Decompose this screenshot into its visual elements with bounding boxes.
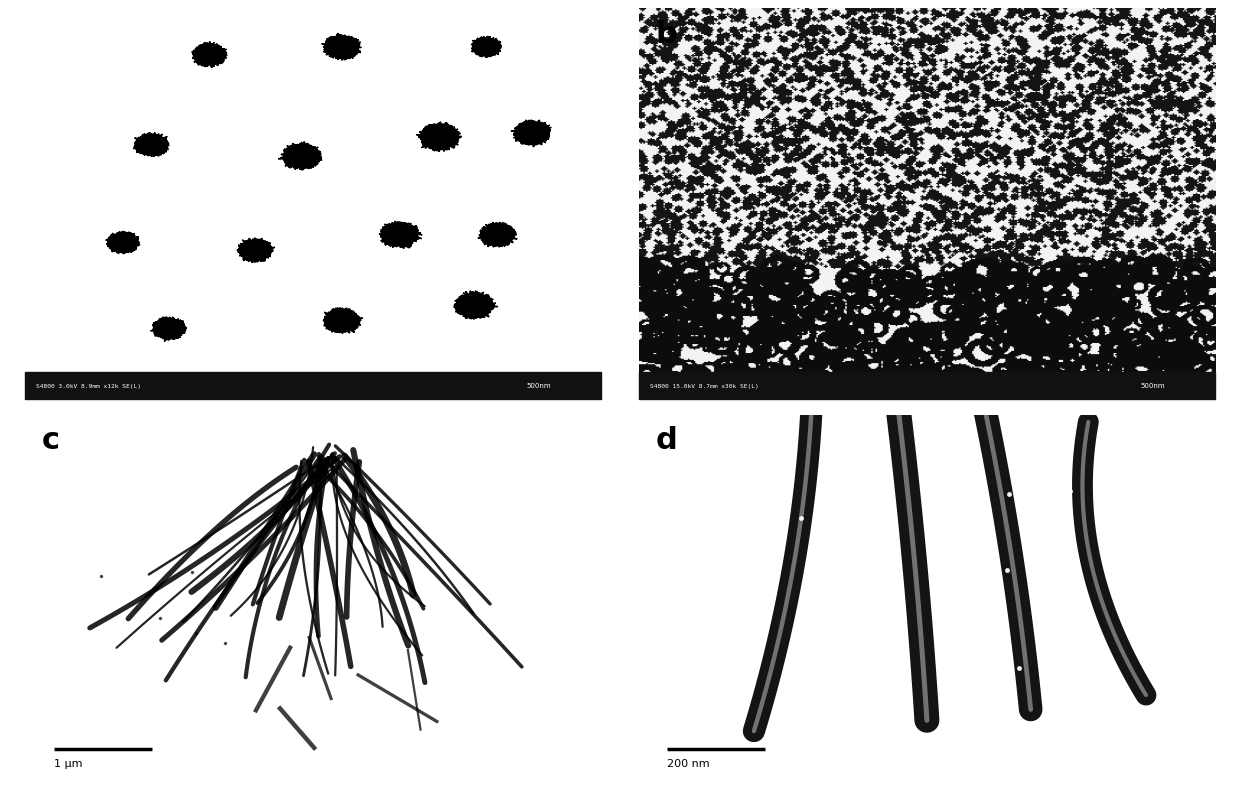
Polygon shape: [477, 222, 517, 247]
Polygon shape: [379, 221, 422, 249]
Polygon shape: [477, 96, 584, 168]
Polygon shape: [383, 99, 500, 175]
Polygon shape: [285, 284, 397, 359]
Bar: [639, 371, 1215, 399]
Polygon shape: [105, 231, 140, 254]
Polygon shape: [278, 141, 322, 170]
Polygon shape: [448, 196, 557, 269]
Polygon shape: [419, 264, 539, 345]
Text: b: b: [656, 20, 677, 49]
Polygon shape: [133, 133, 169, 156]
Polygon shape: [321, 33, 361, 60]
Polygon shape: [471, 36, 502, 58]
Text: d: d: [656, 426, 677, 454]
Polygon shape: [322, 307, 363, 333]
Polygon shape: [345, 194, 463, 272]
Polygon shape: [417, 122, 461, 152]
Text: c: c: [42, 426, 60, 454]
Polygon shape: [454, 291, 498, 319]
Polygon shape: [160, 22, 259, 90]
Text: 500nm: 500nm: [527, 383, 551, 389]
Polygon shape: [511, 120, 552, 147]
Polygon shape: [192, 41, 227, 68]
Text: S4800 3.0kV 8.9mm x12k SE(L): S4800 3.0kV 8.9mm x12k SE(L): [36, 384, 141, 389]
Bar: [25, 371, 601, 399]
Polygon shape: [205, 217, 308, 284]
Polygon shape: [150, 317, 187, 341]
Polygon shape: [122, 297, 216, 361]
Polygon shape: [103, 106, 208, 179]
Text: 1 μm: 1 μm: [53, 759, 82, 769]
Text: 500nm: 500nm: [1141, 383, 1164, 389]
Text: 200 nm: 200 nm: [667, 759, 711, 769]
Text: S4800 15.0kV 8.7mm x30k SE(L): S4800 15.0kV 8.7mm x30k SE(L): [650, 384, 759, 389]
Text: a: a: [42, 20, 62, 49]
Polygon shape: [288, 12, 396, 80]
Polygon shape: [239, 121, 358, 197]
Polygon shape: [237, 238, 275, 262]
Polygon shape: [69, 213, 170, 280]
Polygon shape: [445, 17, 531, 78]
